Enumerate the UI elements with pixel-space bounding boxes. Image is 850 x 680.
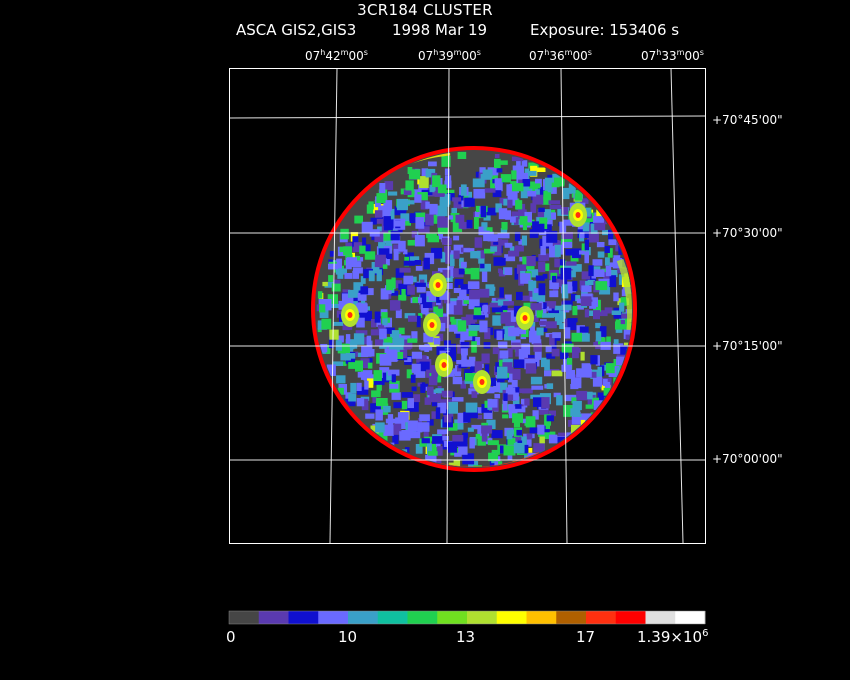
instrument-label: ASCA GIS2,GIS3 bbox=[236, 21, 357, 39]
dec-label-3: +70°15'00" bbox=[712, 339, 783, 353]
ra-label-2: 07h39m00s bbox=[418, 48, 481, 63]
observation-date: 1998 Mar 19 bbox=[392, 21, 488, 39]
detector-image bbox=[311, 146, 637, 472]
colorbar bbox=[228, 610, 706, 625]
colorbar-swatch bbox=[318, 611, 349, 624]
coordinate-grid bbox=[228, 67, 706, 544]
ra-label-1: 07h42m00s bbox=[305, 48, 368, 63]
colorbar-tick-3: 13 bbox=[456, 628, 476, 646]
colorbar-swatch bbox=[258, 611, 289, 624]
dec-label-1: +70°45'00" bbox=[712, 113, 783, 127]
exposure-label: Exposure: 153406 s bbox=[530, 21, 680, 39]
colorbar-swatch bbox=[467, 611, 498, 624]
dec-label-2: +70°30'00" bbox=[712, 226, 783, 240]
colorbar-swatch bbox=[675, 611, 706, 624]
image-title: 3CR184 CLUSTER bbox=[357, 1, 493, 19]
colorbar-swatch bbox=[229, 611, 260, 624]
ra-label-3: 07h36m00s bbox=[529, 48, 592, 63]
colorbar-swatch bbox=[407, 611, 438, 624]
colorbar-swatch bbox=[288, 611, 319, 624]
ra-label-4: 07h33m00s bbox=[641, 48, 704, 63]
colorbar-max-label: 1.39×106 bbox=[637, 628, 709, 646]
colorbar-swatch bbox=[645, 611, 676, 624]
plot-frame bbox=[229, 68, 706, 544]
colorbar-swatch bbox=[586, 611, 617, 624]
colorbar-swatch bbox=[377, 611, 408, 624]
colorbar-tick-4: 17 bbox=[576, 628, 596, 646]
colorbar-swatch bbox=[437, 611, 468, 624]
dec-label-4: +70°00'00" bbox=[712, 452, 783, 466]
colorbar-swatch bbox=[615, 611, 646, 624]
colorbar-swatch bbox=[526, 611, 557, 624]
colorbar-tick-2: 10 bbox=[338, 628, 358, 646]
colorbar-tick-1: 0 bbox=[226, 628, 236, 646]
colorbar-swatch bbox=[496, 611, 527, 624]
colorbar-swatch bbox=[348, 611, 379, 624]
colorbar-swatch bbox=[556, 611, 587, 624]
